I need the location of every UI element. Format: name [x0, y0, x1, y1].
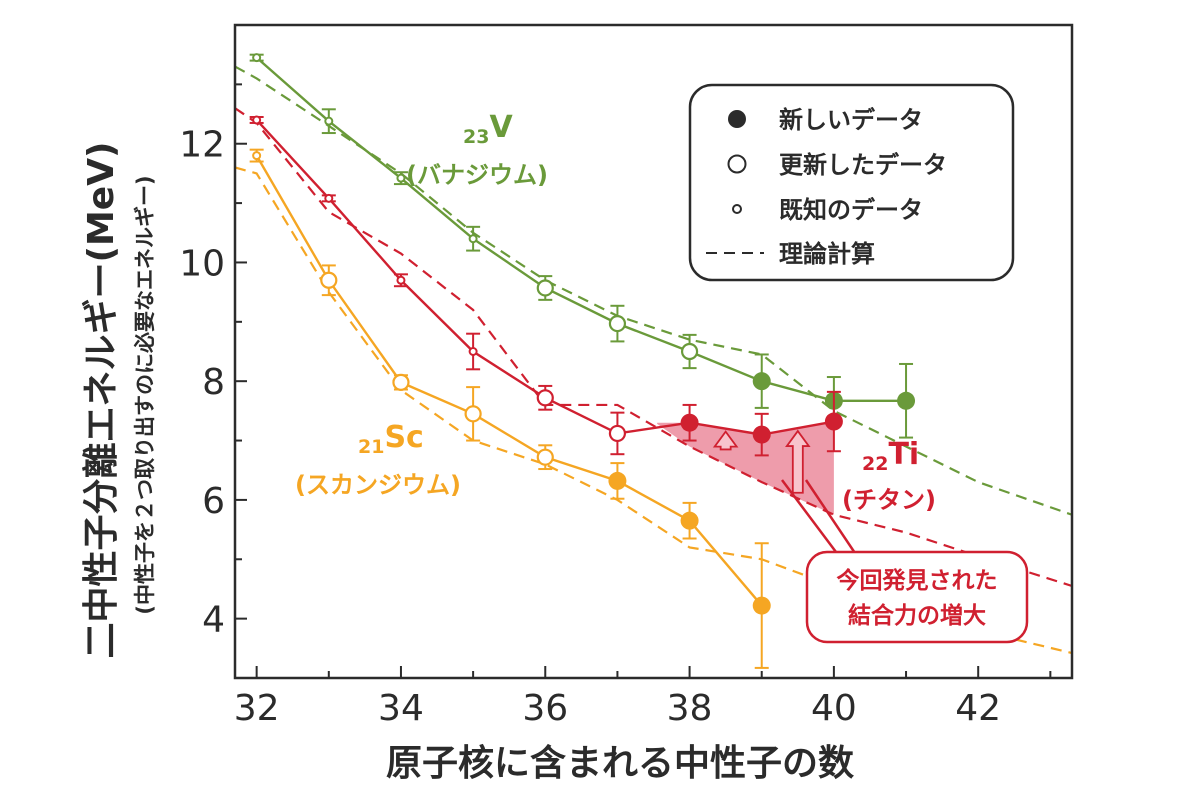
data-point-new — [680, 511, 699, 530]
label-vanadium-mass: 23 — [463, 126, 489, 148]
label-scandium: 21Sc (スカンジウム) — [295, 420, 461, 499]
y-tick-label: 8 — [202, 362, 225, 403]
data-point-updated — [320, 271, 338, 289]
data-point-known — [396, 275, 406, 285]
annotation-line-2: 結合力の増大 — [848, 602, 986, 629]
legend-label-theory: 理論計算 — [779, 240, 875, 268]
data-point-updated — [608, 314, 627, 333]
legend-label-new: 新しいデータ — [779, 106, 923, 134]
legend-label-updated: 更新したデータ — [779, 151, 947, 179]
data-point-updated — [392, 373, 410, 391]
label-scandium-name: (スカンジウム) — [295, 471, 461, 499]
x-tick-label: 34 — [378, 688, 424, 729]
data-point-updated — [536, 389, 554, 407]
annotation-callout: 今回発見された 結合力の増大 — [781, 479, 1029, 644]
legend-filled-marker — [728, 110, 746, 128]
theory-line — [235, 166, 1072, 655]
y-tick-label: 10 — [179, 243, 225, 284]
label-vanadium-name: (バナジウム) — [406, 161, 548, 189]
data-point-known — [468, 347, 478, 356]
y-tick-label: 12 — [179, 125, 225, 166]
label-scandium-symbol: Sc — [384, 420, 423, 455]
x-tick-label: 32 — [234, 688, 280, 729]
svg-text:21Sc: 21Sc — [358, 420, 424, 458]
legend-open-marker — [727, 154, 747, 174]
annotation-line-1: 今回発見された — [837, 567, 998, 594]
data-line — [255, 154, 763, 607]
theory-line — [235, 107, 1072, 588]
data-line — [255, 56, 907, 402]
svg-text:23V: 23V — [463, 110, 513, 148]
label-titanium-symbol: Ti — [888, 437, 919, 472]
y-axis-title: 二中性子分離エネルギー(MeV) — [81, 141, 122, 658]
increase-arrow — [712, 430, 739, 451]
x-axis-title: 原子核に含まれる中性子の数 — [386, 743, 854, 784]
legend-small-marker — [732, 204, 742, 214]
data-point-new — [824, 412, 843, 431]
svg-text:22Ti: 22Ti — [862, 437, 919, 475]
x-tick-label: 42 — [955, 688, 1001, 729]
axis-ticks: 32 34 36 38 40 42 4 6 8 10 12 — [179, 24, 1052, 729]
increase-arrow — [785, 429, 811, 494]
data-point-updated — [680, 342, 699, 361]
x-tick-label: 40 — [811, 688, 857, 729]
data-point-new — [680, 413, 699, 432]
data-point-known — [324, 116, 334, 126]
data-point-updated — [608, 424, 627, 443]
y-axis-subtitle: (中性子を２つ取り出すのに必要なエネルギー) — [133, 175, 157, 614]
data-point-new — [608, 471, 627, 490]
data-point-new — [752, 425, 771, 444]
x-tick-label: 38 — [667, 688, 713, 729]
data-point-known — [252, 151, 262, 161]
legend-box — [688, 83, 1015, 282]
data-point-new — [752, 372, 771, 391]
data-point-known — [252, 53, 262, 63]
data-point-known — [396, 173, 406, 183]
label-vanadium-symbol: V — [489, 110, 513, 145]
annotation-box — [805, 550, 1029, 644]
label-titanium: 22Ti (チタン) — [842, 437, 936, 514]
legend: 新しいデータ 更新したデータ 既知のデータ 理論計算 — [688, 83, 1015, 282]
data-point-known — [324, 193, 334, 203]
data-point-known — [252, 115, 262, 125]
data-point-updated — [464, 405, 482, 423]
legend-label-known: 既知のデータ — [779, 196, 923, 224]
label-vanadium: 23V (バナジウム) — [406, 110, 548, 189]
data-point-updated — [536, 279, 554, 297]
increase-region — [657, 421, 834, 515]
data-point-updated — [536, 448, 554, 466]
x-tick-label: 36 — [522, 688, 568, 729]
label-scandium-mass: 21 — [358, 436, 384, 458]
data-point-known — [468, 234, 478, 244]
data-point-new — [752, 596, 771, 615]
plot-frame — [233, 23, 1074, 680]
y-tick-label: 4 — [202, 600, 225, 641]
label-titanium-name: (チタン) — [842, 486, 936, 514]
data-point-new — [897, 391, 916, 410]
label-titanium-mass: 22 — [862, 453, 888, 475]
y-tick-label: 6 — [202, 481, 225, 522]
